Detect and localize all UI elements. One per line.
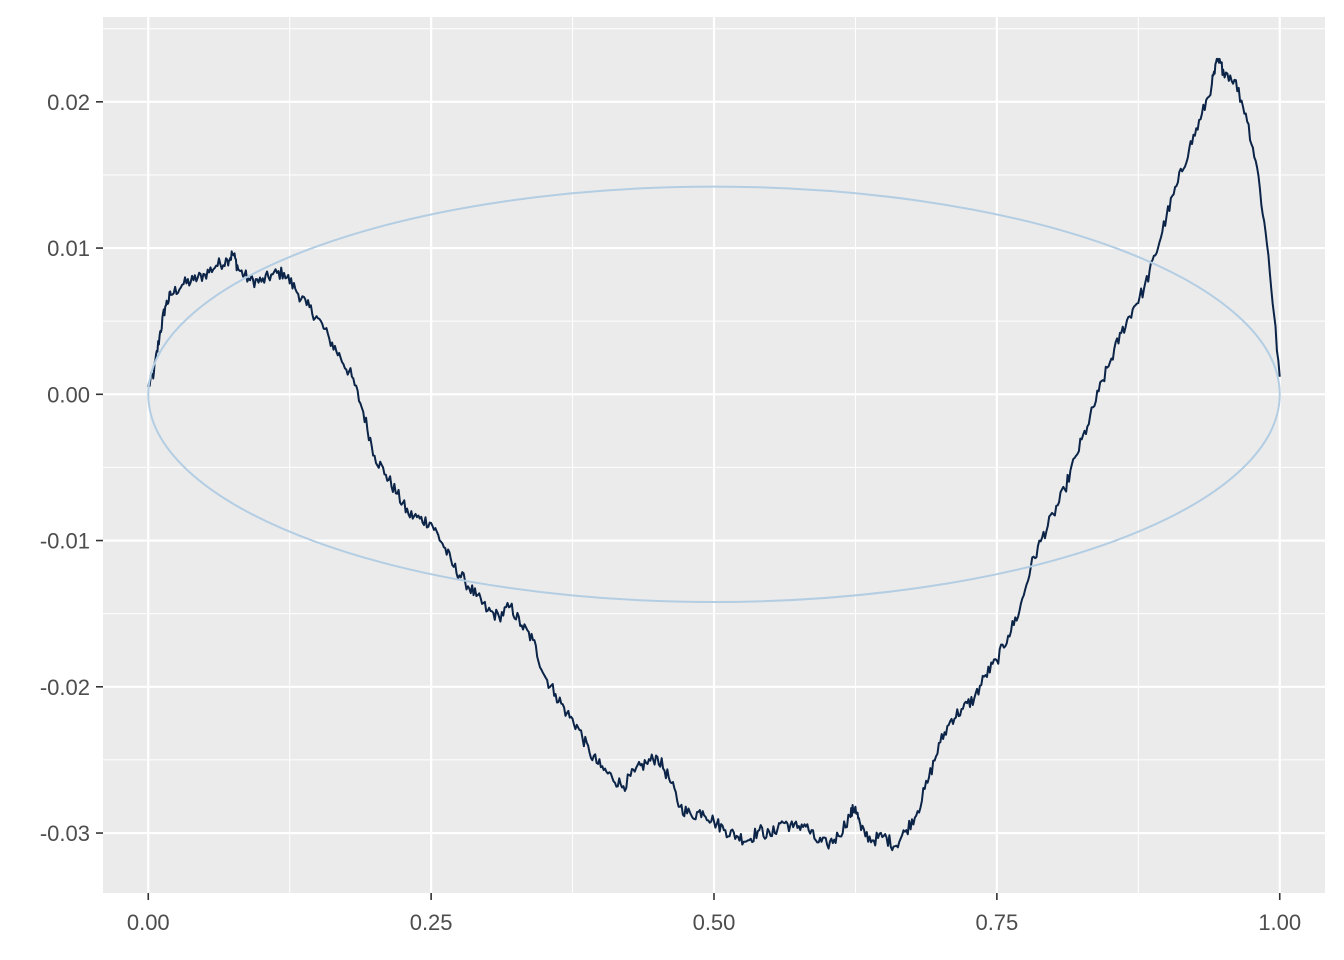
major-gridlines	[103, 17, 1325, 893]
random-walk-series	[147, 57, 1281, 852]
x-tick-label: 1.00	[1258, 910, 1301, 935]
y-axis-tick-labels: -0.03 -0.02 -0.01 0.00 0.01 0.02	[40, 90, 90, 846]
x-tick-label: 0.50	[693, 910, 736, 935]
y-tick-label: 0.01	[47, 236, 90, 261]
x-axis-tick-labels: 0.00 0.25 0.50 0.75 1.00	[127, 910, 1301, 935]
x-tick-label: 0.00	[127, 910, 170, 935]
y-tick-label: -0.03	[40, 821, 90, 846]
ellipse-series	[147, 185, 1281, 603]
series-layer	[147, 57, 1281, 852]
x-tick-label: 0.75	[975, 910, 1018, 935]
y-tick-label: 0.02	[47, 90, 90, 115]
x-tick-label: 0.25	[410, 910, 453, 935]
y-tick-label: 0.00	[47, 382, 90, 407]
axis-ticks	[96, 101, 1281, 900]
y-tick-label: -0.01	[40, 529, 90, 554]
y-tick-label: -0.02	[40, 675, 90, 700]
